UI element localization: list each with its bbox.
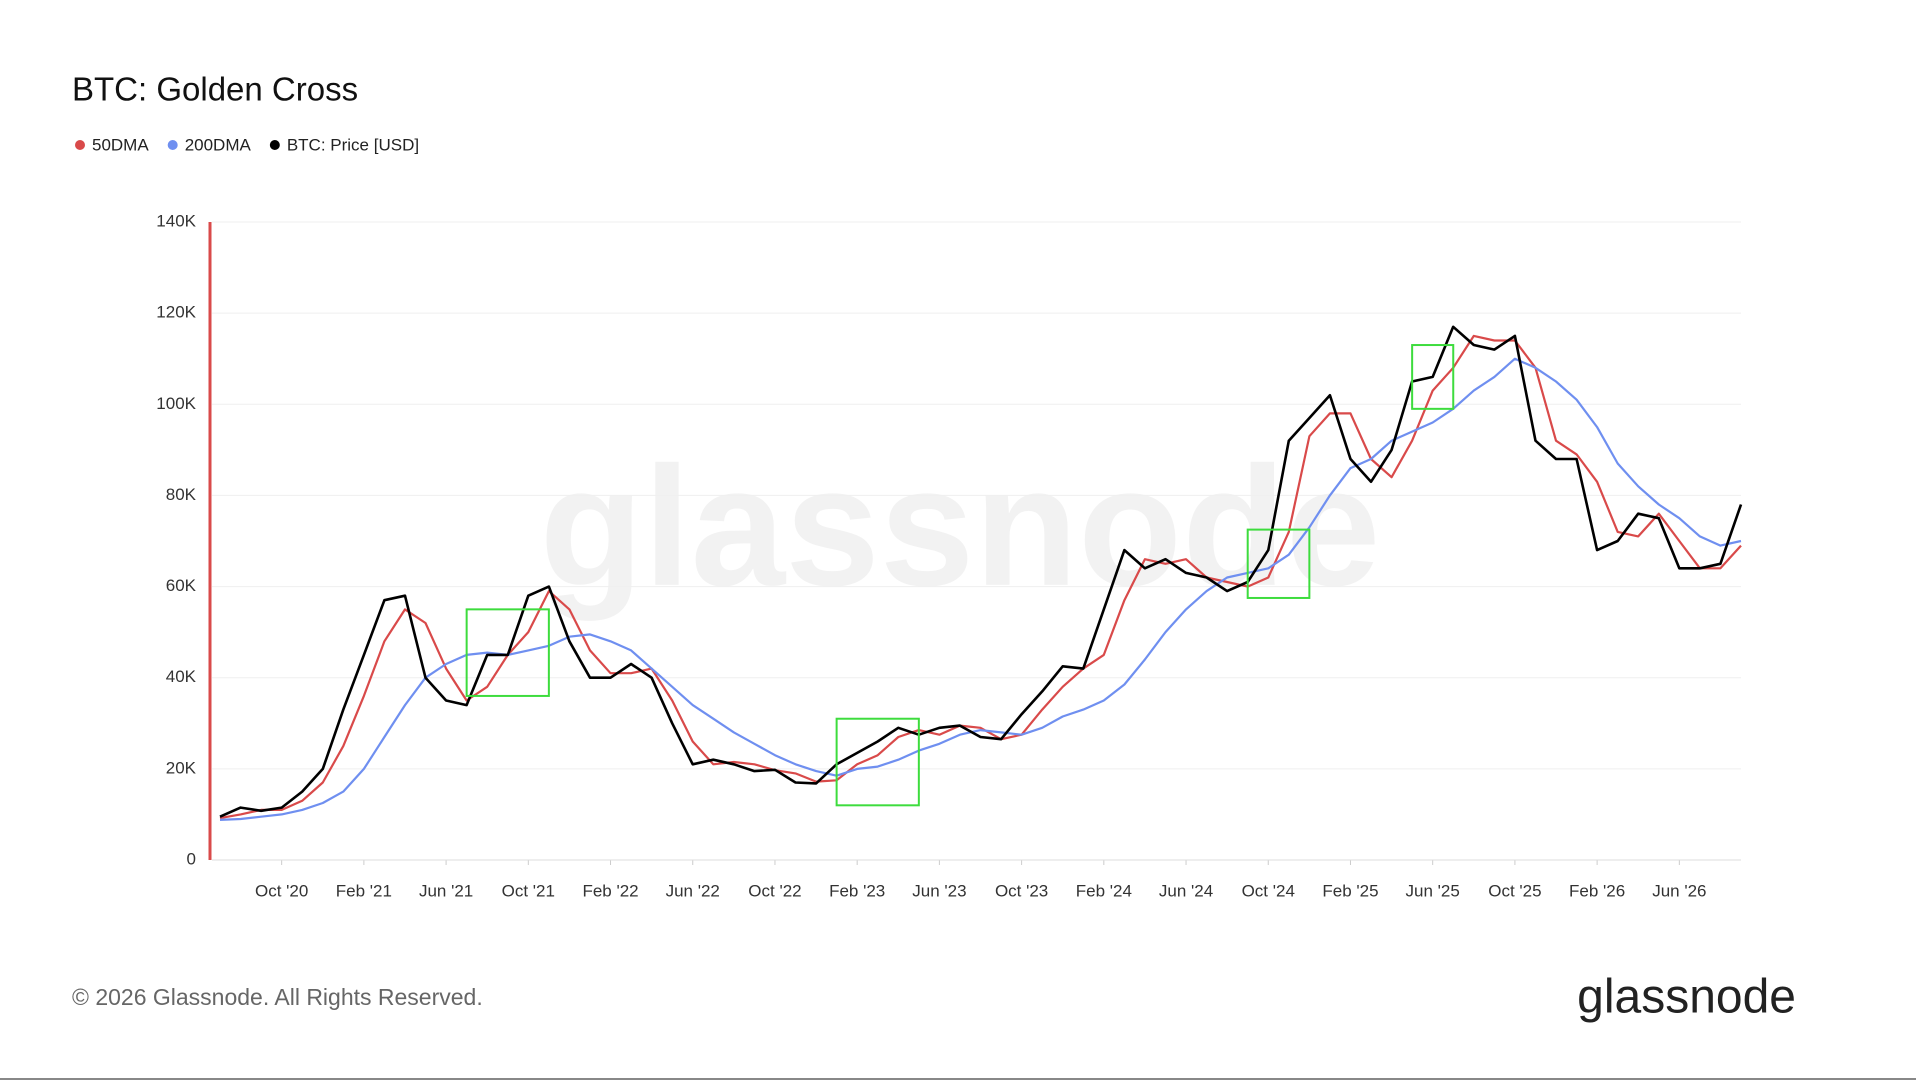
- x-tick-label: Feb '25: [1322, 881, 1378, 900]
- x-tick-label: Oct '20: [255, 881, 308, 900]
- highlight-box: [1411, 344, 1455, 410]
- footer: © 2026 Glassnode. All Rights Reserved.: [72, 984, 483, 1010]
- x-tick-label: Feb '22: [582, 881, 638, 900]
- y-tick-label: 40K: [166, 667, 197, 686]
- x-tick-label: Oct '21: [502, 881, 555, 900]
- y-tick-label: 120K: [156, 303, 196, 322]
- x-tick-label: Oct '22: [748, 881, 801, 900]
- legend-label: BTC: Price [USD]: [287, 135, 419, 154]
- chart-title: BTC: Golden Cross: [72, 71, 358, 108]
- logo: glassnode: [1577, 971, 1796, 1024]
- x-tick-label: Jun '22: [666, 881, 720, 900]
- watermark: glassnode: [540, 432, 1381, 622]
- x-tick-label: Feb '26: [1569, 881, 1625, 900]
- highlight-box: [1246, 528, 1311, 599]
- y-tick-label: 140K: [156, 211, 196, 230]
- y-tick-label: 60K: [166, 576, 197, 595]
- legend-dot: [75, 140, 85, 150]
- x-tick-label: Jun '24: [1159, 881, 1213, 900]
- legend-dot: [269, 140, 280, 150]
- x-tick-label: Jun '21: [419, 881, 473, 900]
- legend-dot: [167, 140, 178, 150]
- x-tick-label: Feb '21: [336, 881, 392, 900]
- highlight-box: [835, 717, 920, 807]
- x-tick-label: Oct '24: [1242, 881, 1295, 900]
- x-tick-label: Jun '25: [1406, 881, 1460, 900]
- highlight-box: [465, 608, 550, 697]
- y-tick-label: 20K: [166, 758, 197, 777]
- x-tick-label: Feb '24: [1076, 881, 1132, 900]
- x-tick-label: Jun '26: [1652, 881, 1706, 900]
- series-line: [219, 357, 1742, 821]
- y-tick-label: 0: [187, 849, 196, 868]
- x-tick-label: Oct '25: [1488, 881, 1541, 900]
- x-tick-label: Oct '23: [995, 881, 1048, 900]
- y-tick-label: 80K: [166, 485, 197, 504]
- y-tick-label: 100K: [156, 394, 196, 413]
- x-tick-label: Jun '23: [912, 881, 966, 900]
- legend-label: 200DMA: [185, 135, 252, 154]
- legend-label: 50DMA: [92, 135, 149, 154]
- x-tick-label: Feb '23: [829, 881, 885, 900]
- series-line: [219, 325, 1743, 818]
